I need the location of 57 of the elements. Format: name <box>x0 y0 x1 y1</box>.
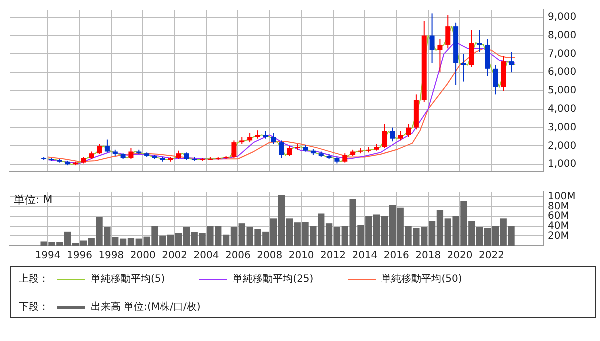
legend-label: 単純移動平均(50) <box>382 273 462 286</box>
y-tick-label: 6,000 <box>548 67 577 78</box>
y-tick-label: 60M <box>548 211 570 222</box>
candlestick <box>430 13 435 64</box>
legend-label: 単純移動平均(25) <box>233 273 314 286</box>
candlestick <box>485 38 490 77</box>
candlestick <box>104 139 110 154</box>
legend-label: 出来高 単位:(M株/口/枚) <box>91 300 201 314</box>
y-tick-label: 7,000 <box>548 48 577 60</box>
candlestick <box>271 132 276 145</box>
x-tick-label: 2020 <box>447 250 473 262</box>
y-tick-label: 9,000 <box>548 12 577 23</box>
candlestick <box>493 64 498 96</box>
x-tick-label: 2022 <box>478 250 504 262</box>
x-tick-label: 2016 <box>384 250 410 262</box>
y-tick-label: 3,000 <box>548 122 577 134</box>
y-tick-label: 8,000 <box>548 30 577 42</box>
y-tick-label: 4,000 <box>548 104 577 116</box>
candlestick <box>382 124 388 149</box>
x-tick-label: 2012 <box>320 250 346 262</box>
candlestick <box>97 144 102 156</box>
candlestick <box>438 38 443 74</box>
y-tick-label: 1,000 <box>548 159 577 170</box>
x-tick-label: 2002 <box>162 250 188 262</box>
x-tick-label: 2000 <box>130 250 156 262</box>
text: 下段： <box>19 301 49 314</box>
x-tick-label: 2004 <box>194 250 220 262</box>
candlestick <box>248 132 253 144</box>
x-tick-label: 1998 <box>98 250 124 262</box>
candlestick <box>342 153 348 164</box>
candlestick <box>398 131 404 142</box>
y-tick-label: 5,000 <box>548 86 577 97</box>
candlestick <box>446 15 451 50</box>
candlestick <box>477 30 482 53</box>
candlestick <box>128 148 134 160</box>
candlestick <box>406 124 412 138</box>
x-tick-label: 1994 <box>35 250 61 262</box>
y-tick-label: 20M <box>548 230 570 242</box>
x-tick-label: 2006 <box>225 250 251 262</box>
candlestick <box>232 140 237 159</box>
candlestick <box>390 127 396 142</box>
y-tick-label: 40M <box>548 220 570 232</box>
x-tick-label: 2018 <box>416 250 442 262</box>
text: 上段： <box>19 272 49 286</box>
y-tick-label: 80M <box>548 201 570 212</box>
x-tick-label: 1996 <box>66 250 92 262</box>
x-tick-label: 2014 <box>352 250 378 262</box>
candlestick <box>287 146 292 157</box>
x-tick-label: 2008 <box>257 250 283 262</box>
y-tick-label: 100M <box>548 192 576 203</box>
candlestick <box>509 52 514 74</box>
candlestick <box>279 140 284 159</box>
y-tick-label: 2,000 <box>548 140 577 152</box>
legend-label: 単純移動平均(5) <box>91 273 166 286</box>
candlestick <box>469 30 474 68</box>
y-axis-title: 単位: M <box>14 193 53 206</box>
x-tick-label: 2010 <box>288 250 314 262</box>
